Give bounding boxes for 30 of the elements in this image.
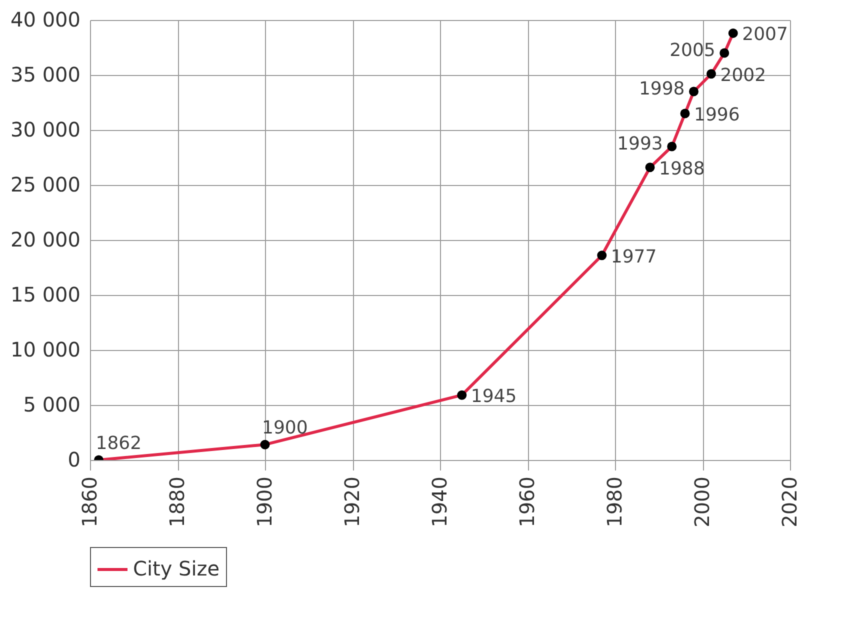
y-tick-label: 40 000: [10, 8, 80, 32]
annotation: 2002: [720, 64, 766, 86]
x-tick-label: 1960: [515, 476, 539, 528]
annotation: 1977: [610, 246, 657, 268]
annotation: 1900: [262, 418, 308, 439]
x-tick-label: 1900: [252, 476, 276, 528]
y-tick-label: 25 000: [10, 172, 80, 196]
y-tick-label: 20 000: [10, 228, 80, 252]
annotation: 1998: [638, 78, 685, 100]
x-tick-label: 1920: [340, 476, 364, 528]
x-tick-label: 1860: [78, 476, 102, 528]
y-tick-label: 5 000: [23, 392, 80, 416]
annotation: 1945: [470, 386, 517, 408]
x-tick-label: 2000: [690, 476, 714, 528]
y-tick-label: 10 000: [10, 338, 80, 362]
x-tick-label: 2020: [778, 476, 802, 528]
x-tick-label: 1940: [428, 476, 452, 528]
annotation: 1862: [96, 433, 142, 454]
y-tick-label: 30 000: [10, 118, 80, 142]
annotation: 2005: [670, 40, 716, 61]
x-tick-label: 1980: [602, 476, 626, 528]
legend-label: City Size: [133, 556, 220, 580]
y-tick-label: 35 000: [10, 62, 80, 86]
annotation: 1996: [694, 104, 740, 126]
y-tick-label: 0: [68, 448, 80, 472]
annotation: 1993: [617, 134, 663, 154]
y-tick-label: 15 000: [10, 282, 80, 306]
annotation: 1988: [659, 158, 705, 180]
annotation: 2007: [742, 24, 788, 46]
x-tick-label: 1880: [165, 476, 189, 528]
